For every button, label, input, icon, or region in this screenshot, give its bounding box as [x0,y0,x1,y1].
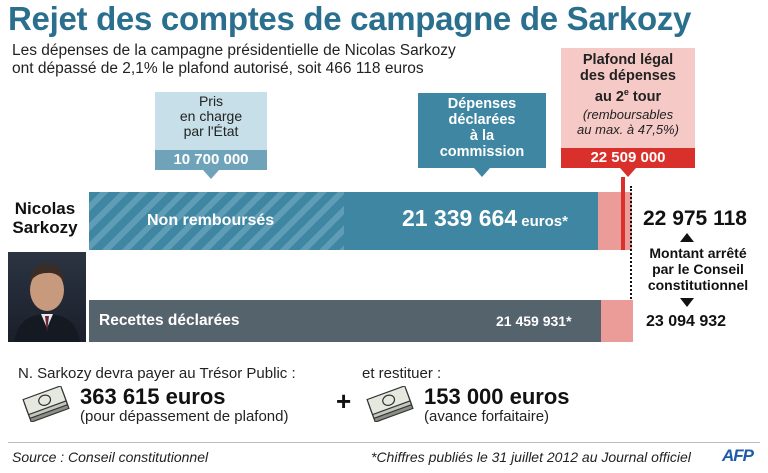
declared-box: Dépenses déclarées à la commission [418,93,546,168]
footer-note: *Chiffres publiés le 31 juillet 2012 au … [371,449,691,465]
plus-sign: + [336,386,352,416]
candidate-last-name: Sarkozy [12,218,78,237]
expenses-bar-excess [598,192,632,250]
receipts-bar-excess [601,300,633,342]
ceiling-line [621,177,625,250]
declared-box-line-1: Dépenses [447,96,517,112]
afp-logo: AFP [722,446,754,465]
state-box-line-3: par l'État [183,123,239,139]
subtitle-line-2: ont dépassé de 2,1% le plafond autorisé,… [12,60,424,77]
expenses-bar-amount: 21 339 664 euros* [402,205,568,231]
declared-box-line-2: déclarées [448,112,516,128]
decision-dotted-line [630,186,632,302]
decision-line-1: Montant arrêté [649,245,747,261]
payment-intro: N. Sarkozy devra payer au Trésor Public … [18,365,296,382]
restitution-amount: 153 000 euros [424,384,570,409]
expenses-bar-label: Non remboursés [147,212,275,229]
declared-box-pointer [474,168,490,177]
expenses-bar-unreimbursed [89,192,344,250]
state-box-line-1: Pris [198,93,224,109]
subtitle-line-1: Les dépenses de la campagne présidentiel… [12,42,456,59]
declared-box-line-4: commission [439,144,525,160]
payment-intro-2: et restituer : [362,365,442,382]
candidate-first-name: Nicolas [14,199,76,218]
ceiling-box-note-2: au max. à 47,5%) [577,121,679,137]
money-icon-2 [364,385,416,427]
decision-amount-top: 22 975 118 [643,207,747,230]
page-title: Rejet des comptes de campagne de Sarkozy [8,0,692,37]
ceiling-box-pointer [620,168,636,177]
money-icon-1 [20,385,72,427]
ceiling-box: Plafond légal des dépenses au 2e tour (r… [561,48,695,150]
decision-line-3: constitutionnel [647,277,749,293]
ceiling-box-line-3: au 2e tour [594,87,662,105]
decision-line-2: par le Conseil [652,261,744,277]
restitution-reason: (avance forfaitaire) [424,408,550,425]
banknote-stack-icon [366,385,414,423]
decision-label: Montant arrêté par le Conseil constituti… [638,245,758,293]
ceiling-amount: 22 509 000 [561,148,695,168]
candidate-name: Nicolas Sarkozy [10,199,80,237]
payment-reason: (pour dépassement de plafond) [80,408,289,425]
ceiling-box-note-1: (remboursables [582,106,674,122]
ceiling-box-line-2: des dépenses [580,68,676,84]
candidate-portrait [8,252,86,342]
footer-source: Source : Conseil constitutionnel [12,449,209,465]
state-box: Pris en charge par l'État [155,92,267,150]
receipts-bar-amount: 21 459 931* [496,313,572,329]
banknote-stack-icon [22,385,70,423]
arrow-up-icon [680,233,694,242]
footer-rule [8,442,760,443]
ceiling-box-line-1: Plafond légal [582,52,674,68]
state-amount: 10 700 000 [155,150,267,170]
state-box-line-2: en charge [179,108,243,124]
subtitle: Les dépenses de la campagne présidentiel… [12,42,456,78]
receipts-bar [89,300,601,342]
receipts-bar-label: Recettes déclarées [99,312,240,329]
payment-amount: 363 615 euros [80,384,226,409]
portrait-photo [14,264,80,342]
arrow-down-icon [680,298,694,307]
expenses-bar-state [344,192,598,250]
declared-box-line-3: à la [469,128,495,144]
decision-amount-bottom: 23 094 932 [646,313,727,330]
state-box-pointer [203,170,219,179]
